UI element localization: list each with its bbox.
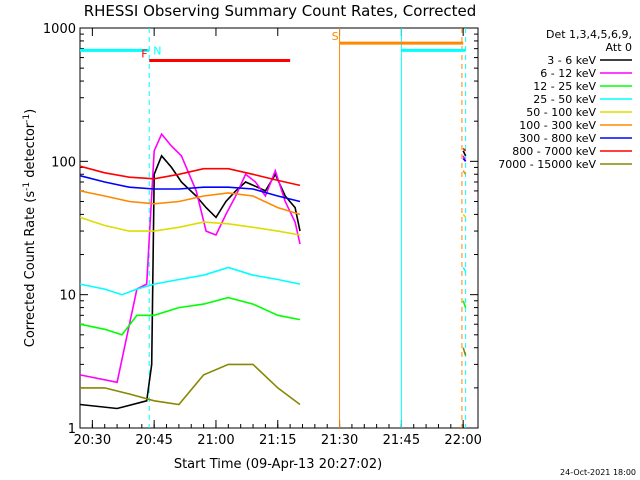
legend-label: 7000 - 15000 keV — [498, 158, 596, 171]
x-tick-label: 22:00 — [444, 433, 481, 448]
x-tick-label: 20:30 — [74, 433, 111, 448]
series-line-post-gap — [462, 170, 467, 175]
x-tick-label: 21:15 — [259, 433, 296, 448]
series-line-post-gap — [462, 213, 467, 218]
chart-title: RHESSI Observing Summary Count Rates, Co… — [84, 2, 477, 20]
legend-label: 6 - 12 keV — [540, 67, 596, 80]
series-line — [79, 296, 301, 336]
legend-label: 25 - 50 keV — [533, 93, 596, 106]
series-line-post-gap — [462, 347, 467, 356]
series-line-post-gap — [462, 300, 467, 308]
legend-label: 12 - 25 keV — [533, 80, 596, 93]
legend-label: 300 - 800 keV — [519, 132, 596, 145]
series-line-post-gap — [462, 147, 467, 152]
series-line — [79, 174, 301, 203]
y-axis-label-main: Corrected Count Rate (s — [23, 191, 38, 348]
x-tick-label: 20:45 — [135, 433, 172, 448]
y-axis-label: Corrected Count Rate (s-1 detector-1) — [22, 109, 38, 347]
flag-label: N — [153, 44, 161, 57]
y-axis-label-mid: detector — [23, 122, 38, 182]
series-line — [80, 363, 301, 406]
footer-date: 24-Oct-2021 18:00 — [560, 468, 636, 477]
series-line — [79, 165, 301, 187]
y-axis-label-sup1: -1 — [22, 182, 32, 191]
legend-label: 100 - 300 keV — [519, 119, 596, 132]
y-tick-label: 1 — [68, 422, 76, 437]
flag-label: S — [332, 30, 339, 43]
y-tick-label: 10 — [59, 289, 76, 304]
legend-header-line2: Att 0 — [606, 41, 632, 54]
series-line — [79, 216, 301, 236]
flag-label: F — [141, 48, 147, 61]
y-axis-label-end: ) — [23, 109, 38, 114]
legend-label: 3 - 6 keV — [547, 54, 596, 67]
x-axis-label: Start Time (09-Apr-13 20:27:02) — [174, 457, 382, 472]
legend-header-line1: Det 1,3,4,5,6,9, — [546, 28, 632, 41]
plot-area: 1 10 100 1000 20:30 20:45 21:00 21:15 21:30 21:45… — [43, 22, 482, 448]
series-line — [79, 132, 301, 384]
series-line-post-gap — [462, 150, 467, 157]
y-tick-label: 100 — [51, 155, 76, 170]
legend-label: 800 - 7000 keV — [512, 145, 596, 158]
x-tick-label: 21:45 — [383, 433, 420, 448]
y-axis-label-sup2: -1 — [22, 114, 32, 123]
x-tick-label: 21:30 — [321, 433, 358, 448]
x-tick-label: 21:00 — [197, 433, 234, 448]
series-line-post-gap — [462, 157, 467, 162]
plot-frame — [79, 27, 479, 429]
legend-label: 50 - 100 keV — [526, 106, 596, 119]
series-line — [79, 190, 301, 216]
series-line-post-gap — [462, 267, 467, 272]
y-tick-label: 1000 — [43, 22, 76, 37]
series-line — [79, 266, 301, 296]
